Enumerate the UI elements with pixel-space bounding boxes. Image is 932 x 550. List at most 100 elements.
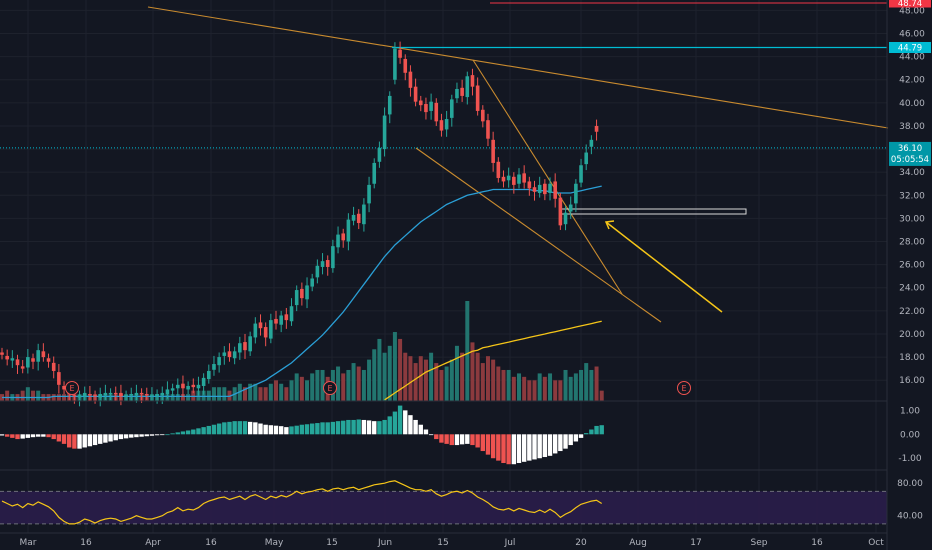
- earnings-marker-icon: [65, 381, 79, 395]
- volume-bar: [517, 373, 521, 401]
- macd-bar: [30, 434, 36, 438]
- candle-body: [155, 394, 159, 397]
- macd-bar: [216, 423, 222, 435]
- macd-bar: [480, 434, 486, 452]
- volume-bar: [429, 352, 434, 401]
- candle-body: [139, 392, 144, 395]
- time-tick-label: May: [265, 538, 284, 548]
- volume-bar: [392, 332, 397, 401]
- price-badge-resistance: [889, 41, 931, 53]
- candle-body: [31, 358, 35, 362]
- volume-bar: [398, 338, 403, 401]
- trendline-upper[interactable]: [147, 6, 889, 129]
- volume-bar: [170, 394, 175, 401]
- macd-bar: [294, 425, 299, 435]
- macd-bar: [180, 431, 186, 435]
- volume-bar: [222, 387, 227, 401]
- candle-body: [589, 139, 594, 147]
- ma-long-line: [384, 320, 602, 401]
- macd-bar: [366, 420, 372, 435]
- volume-bar: [491, 359, 496, 401]
- projection-arrow[interactable]: [605, 221, 723, 313]
- volume-bar: [553, 380, 558, 401]
- candle-body: [77, 395, 82, 398]
- macd-bar: [578, 434, 584, 438]
- volume-bar: [351, 363, 356, 401]
- price-badge-high-text: 48.74: [898, 0, 922, 9]
- macd-bar: [490, 434, 496, 459]
- candle-body: [455, 88, 459, 99]
- candle-body: [522, 173, 526, 183]
- volume-bar: [573, 373, 578, 401]
- candle-body: [341, 233, 346, 241]
- macd-bar: [206, 425, 211, 435]
- price-tick-label: 22.00: [899, 307, 925, 317]
- candle-body: [594, 125, 599, 132]
- macd-bar: [552, 434, 558, 454]
- volume-bar: [305, 380, 310, 401]
- macd-bar: [185, 430, 191, 435]
- macd-bar: [108, 434, 113, 442]
- volume-bar: [279, 383, 284, 401]
- macd-bar: [341, 420, 346, 435]
- macd-bar: [346, 419, 351, 435]
- projection-arrow-head: [604, 220, 615, 230]
- price-tick-label: 48.00: [899, 6, 925, 16]
- candle-body: [367, 184, 371, 204]
- price-tick-label: 34.00: [899, 168, 925, 178]
- trendline-wedge-bottom[interactable]: [415, 147, 662, 323]
- volume-bar: [444, 366, 449, 401]
- volume-bar: [485, 356, 490, 401]
- candle-body: [553, 181, 557, 199]
- macd-bar: [403, 410, 408, 435]
- time-tick-label: 15: [437, 538, 448, 548]
- earnings-marker-label: E: [69, 384, 74, 393]
- price-tick-label: 30.00: [899, 214, 925, 224]
- volume-bar: [480, 363, 485, 401]
- macd-bar: [211, 424, 217, 435]
- volume-bar: [558, 380, 563, 401]
- volume-bar: [242, 387, 247, 401]
- candle-body: [486, 120, 490, 139]
- volume-bar: [413, 363, 418, 401]
- candle-body: [82, 392, 87, 397]
- candle-body: [331, 246, 335, 269]
- horizontal-levels: [0, 2, 887, 149]
- volume-bar: [506, 369, 511, 401]
- volume-bar: [294, 373, 299, 401]
- macd-bar: [149, 434, 155, 436]
- macd-bar: [67, 434, 72, 448]
- volume-bar: [5, 390, 10, 401]
- trendline-wedge-top[interactable]: [472, 59, 623, 295]
- candle-body: [403, 58, 408, 73]
- volume-bar: [336, 366, 341, 401]
- macd-bar: [35, 434, 41, 437]
- macd-bar: [599, 425, 604, 435]
- macd-bar: [382, 419, 387, 435]
- volume-bar: [563, 369, 568, 401]
- candle-body: [543, 183, 547, 195]
- volume-bar: [315, 369, 320, 401]
- macd-tick-label: 1.00: [900, 406, 920, 416]
- macd-bar: [547, 434, 553, 456]
- macd-bar: [20, 434, 25, 439]
- macd-bar: [144, 434, 149, 437]
- candle-body: [537, 184, 542, 193]
- volume-bar: [475, 352, 480, 401]
- macd-bar: [315, 423, 320, 435]
- volume-bar: [511, 376, 516, 401]
- volume-bar: [341, 373, 346, 401]
- macd-bar: [232, 421, 237, 435]
- macd-bar: [263, 424, 268, 435]
- macd-tick-label: -1.00: [898, 454, 922, 464]
- volume-bar: [258, 387, 263, 401]
- macd-bar: [439, 434, 444, 443]
- macd-bar: [496, 434, 501, 461]
- macd-bar: [527, 434, 532, 461]
- time-tick-label: 17: [690, 538, 701, 548]
- candle-body: [26, 357, 30, 368]
- macd-bar: [0, 434, 5, 436]
- rsi-line: [1, 480, 603, 525]
- candle-body: [186, 385, 190, 390]
